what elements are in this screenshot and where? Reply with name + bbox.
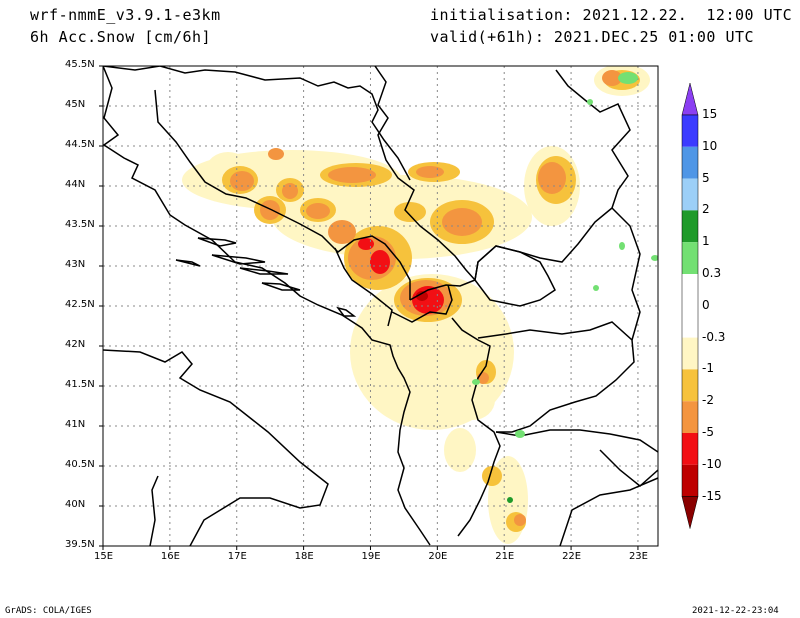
colorbar-label: 15 [702,107,718,121]
snow-blob-yellow [394,202,426,222]
colorbar-top-arrow [681,82,699,116]
lon-tick-label: 20E [428,551,448,562]
snow-blob-green [593,285,599,291]
snow-field-layer [182,66,650,544]
lat-tick-label: 43.5N [65,219,95,230]
grid-lines [103,66,658,546]
lat-tick-label: 42N [65,339,86,350]
footer-credit: GrADS: COLA/IGES [5,606,92,616]
axis-ticks [99,65,639,550]
lat-tick-label: 44N [65,179,86,190]
snow-blob-red [370,250,390,274]
snow-blob-orange [306,203,330,219]
lat-tick-label: 45.5N [65,59,95,70]
colorbar-segment [682,146,698,179]
lon-tick-label: 22E [562,551,582,562]
colorbar-label: 1 [702,234,710,249]
colorbar-frame [681,114,699,497]
snow-blob-orange [260,200,280,220]
colorbar-label: -5 [702,425,714,439]
colorbar-segment [682,242,698,274]
colorbar-label: -15 [702,488,722,503]
colorbar-segment [682,115,698,147]
snow-blob-green [587,99,593,105]
colorbar-label: 5 [702,170,710,185]
snow-blob-light [451,380,495,420]
lon-tick-label: 15E [94,551,114,562]
snow-blob-green [618,72,638,84]
snow-blob-green [619,242,625,250]
green-field-layer [472,72,658,503]
colorbar-segment [682,369,698,402]
snow-blob-orange [268,148,284,160]
snow-blob-yellow [482,466,502,486]
snow-blob-green [472,379,480,385]
colorbar-label: 2 [702,202,710,217]
colorbar-segment [682,305,698,338]
lat-tick-label: 43N [65,259,86,270]
lat-tick-label: 44.5N [65,139,95,150]
colorbar-segment [682,274,698,306]
lon-tick-label: 18E [294,551,314,562]
lon-tick-label: 16E [160,551,180,562]
colorbar-segment [682,401,698,433]
variable-title: 6h Acc.Snow [cm/6h] [30,28,212,46]
colorbar-segment [682,178,698,211]
lon-tick-label: 17E [227,551,247,562]
lat-tick-label: 42.5N [65,299,95,310]
snow-blob-darkred [416,291,428,301]
snow-blob-orange [514,514,526,526]
snow-blob-orange [442,208,482,236]
colorbar-label: 10 [702,138,718,153]
snow-blob-green [515,430,525,438]
snow-blob-orange [282,183,298,199]
snow-blob-light [444,428,476,472]
colorbar-label: -10 [702,456,722,471]
lon-tick-label: 21E [495,551,515,562]
snow-blob-green [507,497,513,503]
snow-blob-orange [328,167,376,183]
colorbar-label: 0 [702,297,710,312]
colorbar-segment [682,464,698,497]
colorbar-segment [682,337,698,370]
footer-timestamp: 2021-12-22-23:04 [692,606,779,616]
lat-tick-label: 41.5N [65,379,95,390]
lon-tick-label: 23E [628,551,648,562]
lon-tick-label: 19E [361,551,381,562]
colorbar-segment [682,210,698,243]
init-time: initialisation: 2021.12.22. 12:00 UTC [430,6,793,24]
colorbar-label: -0.3 [702,329,726,344]
valid-time: valid(+61h): 2021.DEC.25 01:00 UTC [430,28,755,46]
colorbar-label: 0.3 [702,266,722,280]
colorbar-label: -2 [702,393,714,408]
lat-tick-label: 45N [65,99,86,110]
colorbar-bottom-arrow [681,496,699,529]
colorbar-label: -1 [702,361,714,376]
colorbar-segment [682,433,698,465]
lat-tick-label: 40N [65,499,86,510]
lat-tick-label: 41N [65,419,86,430]
lat-tick-label: 40.5N [65,459,95,470]
model-title: wrf-nmmE_v3.9.1-e3km [30,6,221,24]
snow-blob-orange [602,70,622,86]
lat-tick-label: 39.5N [65,539,95,550]
snow-blob-green [651,255,658,261]
